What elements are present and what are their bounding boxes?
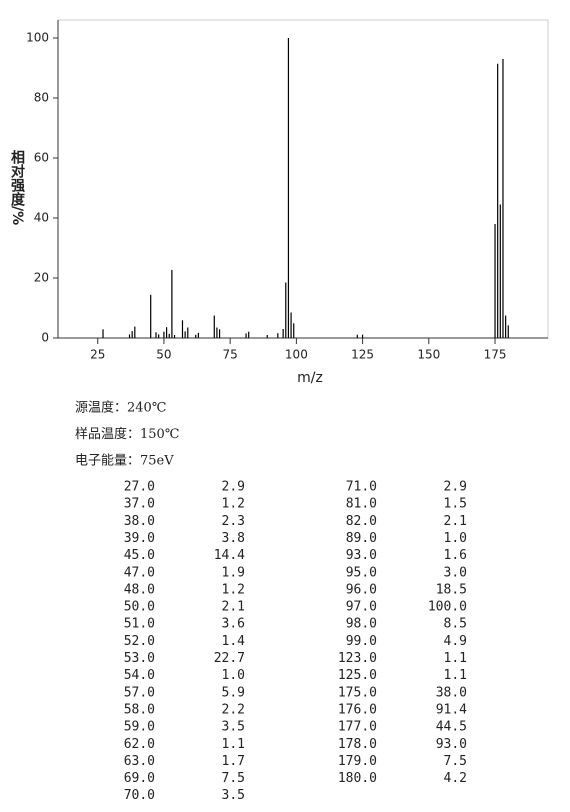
intensity-cell: 1.1 [444,651,467,666]
intensity-cell: 22.7 [214,651,245,666]
mz-cell: 57.0 [124,685,155,700]
x-axis-label: m/z [297,370,323,386]
intensity-cell: 38.0 [436,685,467,700]
mz-cell: 51.0 [124,617,155,632]
intensity-cell: 1.0 [444,531,467,546]
intensity-cell: 1.9 [222,565,245,580]
plot-frame [57,19,549,339]
intensity-cell: 1.2 [222,497,245,512]
mz-cell: 45.0 [124,548,155,563]
x-tick-label: 75 [223,348,238,362]
intensity-cell: 3.8 [222,531,245,546]
intensity-cell: 1.1 [222,737,245,752]
mz-cell: 125.0 [338,668,377,683]
mz-cell: 178.0 [338,737,377,752]
intensity-cell: 5.9 [222,685,245,700]
mz-cell: 62.0 [124,737,155,752]
mz-cell: 97.0 [346,600,377,615]
intensity-cell: 3.5 [222,788,245,803]
intensity-cell: 7.5 [222,771,245,786]
mz-cell: 98.0 [346,617,377,632]
mz-cell: 63.0 [124,754,155,769]
mz-cell: 81.0 [346,497,377,512]
intensity-cell: 1.1 [444,668,467,683]
mz-cell: 58.0 [124,702,155,717]
mz-cell: 69.0 [124,771,155,786]
mz-cell: 37.0 [124,497,155,512]
intensity-cell: 14.4 [214,548,245,563]
mz-cell: 179.0 [338,754,377,769]
y-tick-label: 80 [34,91,49,105]
intensity-cell: 4.9 [444,634,467,649]
mz-cell: 123.0 [338,651,377,666]
y-tick-label: 20 [34,271,49,285]
intensity-cell: 4.2 [444,771,467,786]
info-line: 源温度：240℃ [75,400,166,416]
mz-cell: 82.0 [346,514,377,529]
intensity-cell: 3.6 [222,617,245,632]
mz-cell: 96.0 [346,582,377,597]
intensity-cell: 1.7 [222,754,245,769]
x-tick-label: 175 [484,348,507,362]
intensity-cell: 44.5 [436,720,467,735]
intensity-cell: 100.0 [428,600,467,615]
x-tick-label: 50 [156,348,171,362]
mz-cell: 71.0 [346,480,377,495]
mz-cell: 53.0 [124,651,155,666]
intensity-cell: 3.0 [444,565,467,580]
x-tick-label: 125 [351,348,374,362]
intensity-cell: 1.6 [444,548,467,563]
y-tick-label: 100 [26,31,49,45]
mz-cell: 93.0 [346,548,377,563]
mz-cell: 38.0 [124,514,155,529]
mz-cell: 59.0 [124,720,155,735]
intensity-cell: 3.5 [222,720,245,735]
intensity-cell: 1.0 [222,668,245,683]
x-tick-label: 100 [285,348,308,362]
intensity-cell: 7.5 [444,754,467,769]
mz-cell: 99.0 [346,634,377,649]
mz-cell: 180.0 [338,771,377,786]
mz-cell: 47.0 [124,565,155,580]
intensity-cell: 8.5 [444,617,467,632]
y-tick-label: 0 [41,331,49,345]
mz-cell: 27.0 [124,480,155,495]
intensity-cell: 1.2 [222,582,245,597]
mz-cell: 177.0 [338,720,377,735]
intensity-cell: 2.1 [444,514,467,529]
mz-cell: 54.0 [124,668,155,683]
mz-cell: 89.0 [346,531,377,546]
intensity-cell: 2.2 [222,702,245,717]
intensity-cell: 93.0 [436,737,467,752]
mz-cell: 50.0 [124,600,155,615]
intensity-cell: 2.9 [444,480,467,495]
mz-cell: 175.0 [338,685,377,700]
info-line: 电子能量：75eV [75,454,174,469]
y-axis-label: 相对强度/% [9,149,25,225]
intensity-cell: 2.3 [222,514,245,529]
mz-cell: 95.0 [346,565,377,580]
x-tick-label: 150 [417,348,440,362]
intensity-cell: 2.1 [222,600,245,615]
x-tick-label: 25 [90,348,105,362]
mz-cell: 52.0 [124,634,155,649]
intensity-cell: 18.5 [436,582,467,597]
y-tick-label: 60 [34,151,49,165]
mz-cell: 48.0 [124,582,155,597]
mz-cell: 39.0 [124,531,155,546]
mz-cell: 176.0 [338,702,377,717]
intensity-cell: 1.4 [222,634,246,649]
intensity-cell: 2.9 [222,480,245,495]
info-line: 样品温度：150℃ [75,426,179,442]
y-tick-label: 40 [34,211,49,225]
mz-cell: 70.0 [124,788,155,803]
intensity-cell: 1.5 [444,497,467,512]
intensity-cell: 91.4 [436,702,467,717]
